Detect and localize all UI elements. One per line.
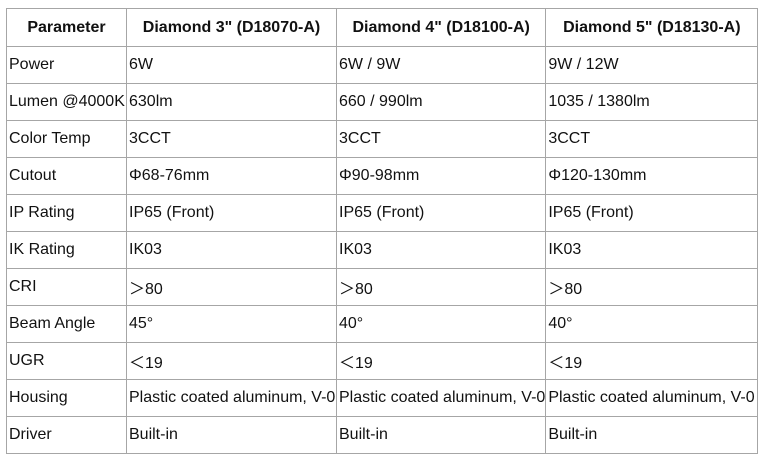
table-row: Beam Angle 45° 40° 40°	[6, 305, 759, 343]
value-cell: Φ68-76mm	[126, 157, 337, 195]
value-cell: ＜19	[126, 342, 337, 380]
value-cell: 3CCT	[545, 120, 759, 158]
value-cell: IK03	[126, 231, 337, 269]
value-cell: IP65 (Front)	[545, 194, 759, 232]
table-row: Color Temp 3CCT 3CCT 3CCT	[6, 120, 759, 158]
value-cell: Plastic coated aluminum, V-0	[126, 379, 337, 417]
value-cell: IK03	[335, 231, 547, 269]
value-cell: 6W / 9W	[335, 46, 547, 84]
value-cell: IP65 (Front)	[126, 194, 337, 232]
value-cell: Plastic coated aluminum, V-0	[335, 379, 547, 417]
table-row: Cutout Φ68-76mm Φ90-98mm Φ120-130mm	[6, 157, 759, 195]
parameter-cell: IK Rating	[6, 231, 127, 269]
header-cell: Diamond 4" (D18100-A)	[335, 8, 547, 47]
value-cell: 3CCT	[126, 120, 337, 158]
table-row: Lumen @4000K 630lm 660 / 990lm 1035 / 1380l…	[6, 83, 759, 121]
parameter-cell: Lumen @4000K	[6, 83, 127, 121]
value-cell: Built-in	[335, 416, 547, 454]
value-cell: ＜19	[335, 342, 547, 380]
value-cell: IP65 (Front)	[335, 194, 547, 232]
parameter-cell: Cutout	[6, 157, 127, 195]
table-row: Power 6W 6W / 9W 9W / 12W	[6, 46, 759, 84]
value-cell: 1035 / 1380lm	[545, 83, 759, 121]
table-row: Driver Built-in Built-in Built-in	[6, 416, 759, 454]
parameter-cell: Power	[6, 46, 127, 84]
header-cell: Parameter	[6, 8, 127, 47]
value-cell: 6W	[126, 46, 337, 84]
value-cell: Φ120-130mm	[545, 157, 759, 195]
header-cell: Diamond 5" (D18130-A)	[545, 8, 759, 47]
parameter-cell: Beam Angle	[6, 305, 127, 343]
parameter-cell: Color Temp	[6, 120, 127, 158]
value-cell: Built-in	[545, 416, 759, 454]
value-cell: Φ90-98mm	[335, 157, 547, 195]
table-row: Housing Plastic coated aluminum, V-0 Plast…	[6, 379, 759, 417]
spec-table: Parameter Diamond 3" (D18070-A) Diamond 4"…	[6, 8, 759, 454]
parameter-cell: UGR	[6, 342, 127, 380]
parameter-cell: CRI	[6, 268, 127, 306]
value-cell: 9W / 12W	[545, 46, 759, 84]
value-cell: 3CCT	[335, 120, 547, 158]
value-cell: Plastic coated aluminum, V-0	[545, 379, 759, 417]
parameter-cell: Housing	[6, 379, 127, 417]
value-cell: 40°	[545, 305, 759, 343]
value-cell: Built-in	[126, 416, 337, 454]
value-cell: 630lm	[126, 83, 337, 121]
table-row: IP Rating IP65 (Front) IP65 (Front) IP65 (F…	[6, 194, 759, 232]
value-cell: 40°	[335, 305, 547, 343]
header-cell: Diamond 3" (D18070-A)	[126, 8, 337, 47]
value-cell: ＞80	[126, 268, 337, 306]
table-row: UGR ＜19 ＜19 ＜19	[6, 342, 759, 380]
table-row: IK Rating IK03 IK03 IK03	[6, 231, 759, 269]
parameter-cell: IP Rating	[6, 194, 127, 232]
table-row: CRI ＞80 ＞80 ＞80	[6, 268, 759, 306]
value-cell: ＞80	[335, 268, 547, 306]
parameter-cell: Driver	[6, 416, 127, 454]
value-cell: IK03	[545, 231, 759, 269]
value-cell: 660 / 990lm	[335, 83, 547, 121]
header-row: Parameter Diamond 3" (D18070-A) Diamond 4"…	[6, 8, 759, 47]
value-cell: ＞80	[545, 268, 759, 306]
value-cell: 45°	[126, 305, 337, 343]
value-cell: ＜19	[545, 342, 759, 380]
